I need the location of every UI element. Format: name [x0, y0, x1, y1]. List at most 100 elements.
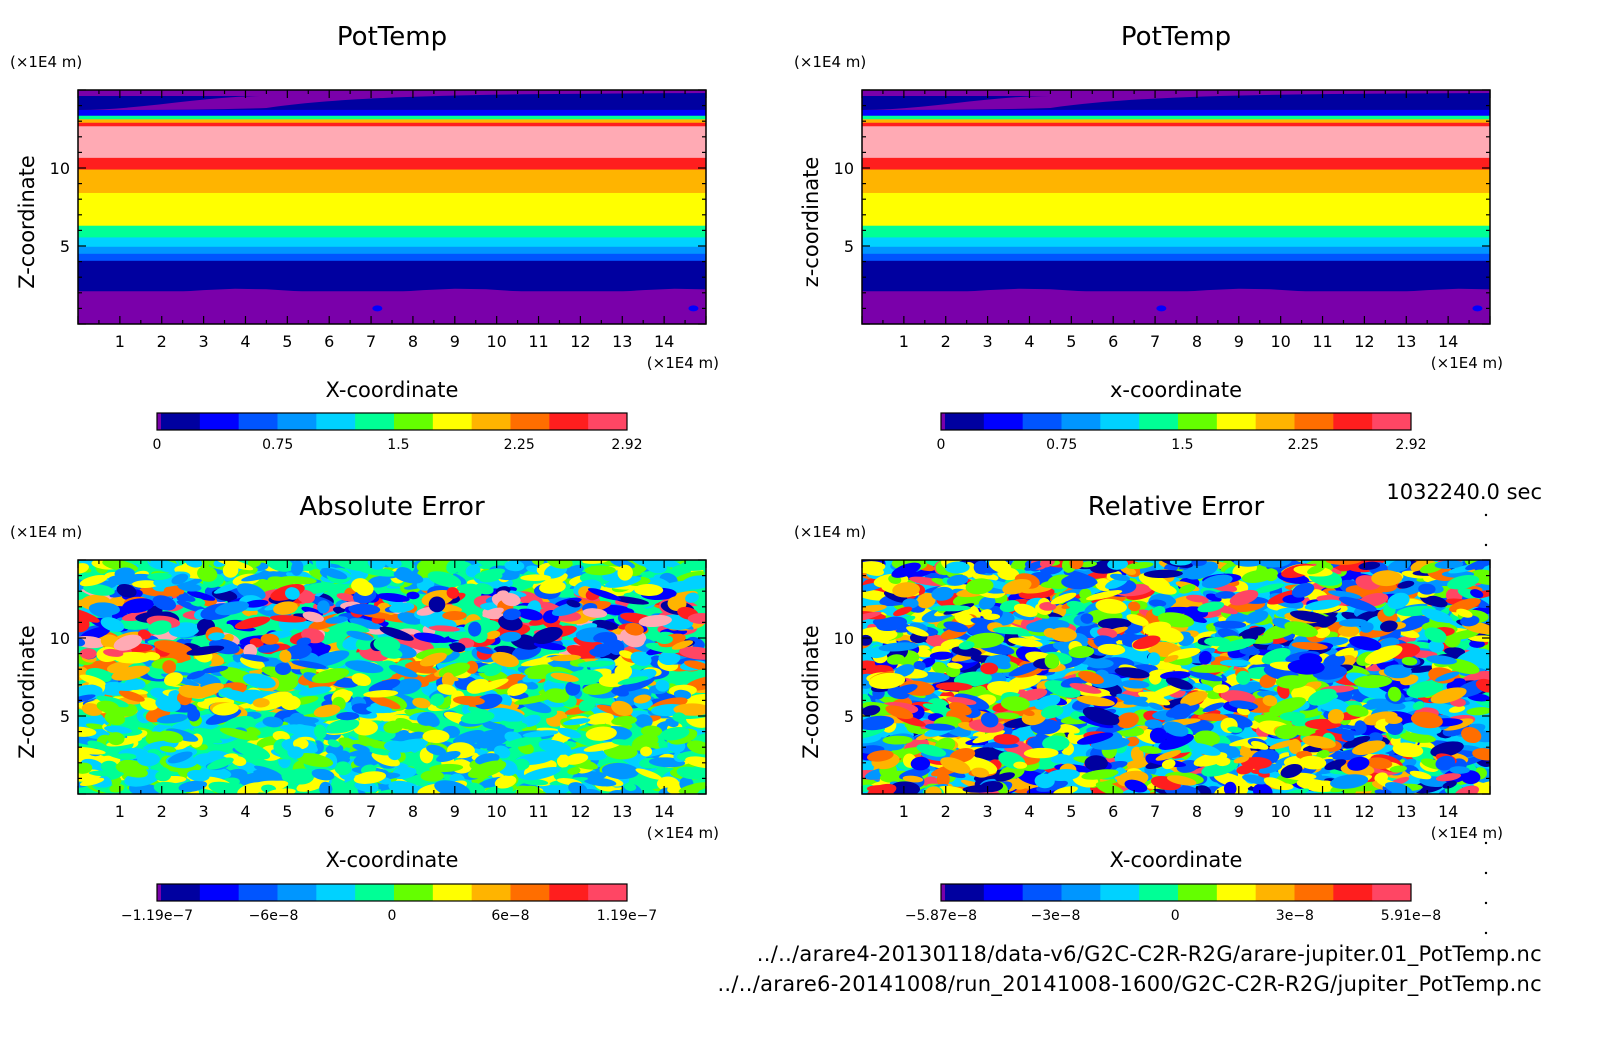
contour-blob	[951, 646, 982, 657]
contour-blob	[269, 615, 307, 623]
contour-blob	[351, 673, 371, 687]
x-tick-label: 10	[486, 332, 506, 351]
colorbar-swatch	[983, 413, 1024, 430]
contour-blob	[355, 580, 374, 596]
contour-blob	[236, 583, 266, 600]
contour-blob	[334, 761, 352, 776]
contour-blob	[1213, 772, 1246, 788]
contour-blob	[1250, 741, 1269, 750]
contour-blob	[369, 695, 401, 710]
contour-blob	[262, 716, 284, 728]
colorbar-swatch	[1333, 884, 1373, 901]
contour-blob	[868, 672, 906, 689]
contour-blob	[1095, 598, 1127, 614]
contour-blob	[1354, 720, 1367, 735]
contour-blob	[1079, 588, 1092, 600]
contour-blob	[948, 702, 972, 716]
contour-blob	[78, 617, 90, 633]
contour-blob	[1165, 677, 1193, 690]
contour-blob	[313, 724, 327, 739]
contour-blob	[550, 654, 582, 662]
contour-blob	[1220, 690, 1256, 705]
contour-blob	[1288, 739, 1302, 754]
contour-blob	[539, 580, 566, 594]
contour-blob	[1147, 652, 1161, 666]
contour-blob	[313, 704, 341, 718]
contour-blob	[687, 612, 706, 625]
contour-blob	[568, 782, 588, 794]
contour-band	[862, 126, 1490, 159]
contour-blob	[980, 662, 999, 675]
contour-blob	[633, 694, 651, 704]
colorbar-swatch	[238, 413, 278, 430]
x-tick-label: 13	[612, 802, 632, 821]
contour-blob	[1033, 618, 1070, 631]
contour-blob	[377, 592, 410, 603]
contour-blob	[946, 574, 969, 586]
contour-blob	[1434, 560, 1464, 569]
contour-blob	[317, 600, 330, 614]
contour-blob	[88, 770, 124, 777]
contour-blob	[137, 752, 160, 767]
contour-blob	[186, 670, 206, 680]
contour-blob	[1258, 763, 1283, 774]
contour-blob	[954, 612, 975, 626]
contour-blob	[892, 684, 918, 696]
contour-blob	[311, 668, 350, 684]
contour-blob	[1410, 711, 1443, 729]
contour-blob	[516, 785, 549, 794]
contour-blob	[585, 726, 617, 741]
contour-blob	[491, 651, 519, 668]
contour-blob	[520, 657, 556, 667]
heatmap-field	[78, 560, 706, 794]
y-unit-label: (×1E4 m)	[794, 53, 866, 71]
contour-blob	[107, 732, 125, 746]
contour-blob	[577, 660, 615, 668]
contour-blob	[1456, 608, 1473, 618]
contour-blob	[992, 626, 1029, 635]
contour-blob	[1454, 785, 1480, 794]
contour-blob	[487, 707, 525, 722]
x-tick-label: 6	[324, 332, 334, 351]
x-tick-label: 14	[654, 332, 674, 351]
contour-blob	[479, 572, 503, 583]
contour-blob	[1387, 592, 1410, 610]
contour-blob	[676, 766, 704, 780]
contour-blob	[1469, 640, 1485, 648]
contour-band	[862, 90, 1490, 110]
contour-blob	[619, 650, 635, 659]
contour-blob	[1080, 613, 1094, 624]
contour-blob	[354, 781, 379, 793]
x-tick-label: 13	[612, 332, 632, 351]
x-unit-label: (×1E4 m)	[647, 354, 719, 372]
colorbar-tick-label: 1.5	[387, 437, 409, 453]
x-tick-label: 12	[1354, 802, 1374, 821]
contour-blob	[148, 620, 172, 635]
contour-blob	[1449, 598, 1481, 613]
y-unit-label: (×1E4 m)	[794, 523, 866, 541]
contour-blob	[995, 772, 1015, 782]
contour-band	[78, 126, 706, 159]
contour-blob	[670, 564, 692, 574]
contour-blob	[1068, 645, 1095, 659]
contour-blob	[143, 651, 161, 661]
contour-blob	[371, 751, 400, 767]
contour-blob	[388, 664, 418, 678]
colorbar-swatch	[1255, 413, 1295, 430]
contour-blob	[190, 682, 224, 699]
contour-blob	[1428, 667, 1456, 684]
contour-blob	[593, 631, 614, 643]
contour-blob	[474, 583, 494, 595]
colorbar-tick-label: −3e−8	[1031, 908, 1081, 924]
contour-blob	[1163, 654, 1179, 663]
contour-blob	[922, 703, 949, 713]
contour-blob	[338, 737, 357, 748]
x-axis-label: X-coordinate	[326, 378, 459, 402]
contour-blob	[352, 743, 370, 753]
contour-blob	[1280, 763, 1303, 779]
contour-blob	[1465, 560, 1490, 571]
contour-blob	[326, 718, 360, 734]
contour-blob	[931, 605, 971, 612]
contour-blob	[538, 739, 572, 755]
contour-blob	[1426, 595, 1448, 608]
